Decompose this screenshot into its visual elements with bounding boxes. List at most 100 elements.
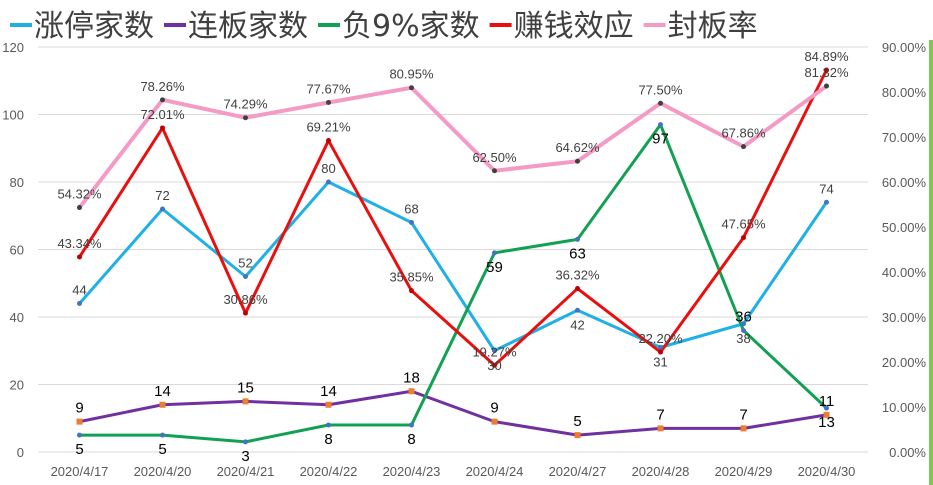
data-label: 84.89% xyxy=(804,49,849,64)
data-label: 44 xyxy=(72,283,86,298)
data-point xyxy=(658,122,663,128)
data-label: 74.29% xyxy=(223,97,268,112)
y-left-tick-label: 40 xyxy=(10,310,24,325)
data-label: 97 xyxy=(652,131,669,148)
data-point xyxy=(326,179,331,185)
data-point xyxy=(741,235,746,241)
window-edge xyxy=(929,40,933,485)
data-point xyxy=(575,286,580,292)
data-point xyxy=(408,388,415,395)
data-point xyxy=(658,344,663,350)
x-tick-label: 2020/4/28 xyxy=(632,464,690,479)
data-point xyxy=(160,432,165,438)
data-point xyxy=(76,418,83,425)
data-label: 54.32% xyxy=(57,187,102,202)
data-point xyxy=(326,422,331,428)
data-label: 78.26% xyxy=(140,79,185,94)
data-label: 14 xyxy=(320,383,337,400)
data-label: 72 xyxy=(155,188,169,203)
data-label: 22.20% xyxy=(638,331,683,346)
data-point xyxy=(409,288,414,294)
data-label: 38 xyxy=(736,331,750,346)
data-label: 30 xyxy=(487,358,501,373)
data-point xyxy=(741,144,746,150)
y-left-tick-label: 20 xyxy=(10,378,24,393)
y-right-tick-label: 0.00% xyxy=(889,445,926,460)
data-label: 8 xyxy=(324,431,332,448)
data-label: 7 xyxy=(739,406,747,423)
data-label: 18 xyxy=(403,369,420,386)
data-label: 5 xyxy=(158,441,166,458)
data-point xyxy=(741,321,746,327)
data-point xyxy=(409,220,414,225)
data-point xyxy=(824,67,829,73)
data-label: 13 xyxy=(818,414,835,431)
y-left-tick-label: 0 xyxy=(17,445,24,460)
data-point xyxy=(242,398,249,405)
y-right-tick-label: 60.00% xyxy=(882,175,927,190)
data-point xyxy=(575,236,580,242)
data-point xyxy=(243,439,248,445)
data-label: 31 xyxy=(653,354,667,369)
data-label: 80 xyxy=(321,161,335,176)
data-point xyxy=(492,348,497,354)
y-left-tick-label: 100 xyxy=(2,108,24,123)
data-point xyxy=(160,206,165,212)
data-label: 11 xyxy=(819,393,835,410)
data-label: 74 xyxy=(819,181,833,196)
data-label: 9 xyxy=(75,400,83,417)
data-point xyxy=(159,401,166,408)
data-point xyxy=(492,168,497,174)
data-point xyxy=(326,138,331,144)
data-label: 36.32% xyxy=(555,268,600,283)
data-point xyxy=(492,250,497,256)
data-label: 5 xyxy=(75,441,83,458)
data-label: 77.67% xyxy=(306,81,351,96)
series-line-1 xyxy=(79,389,827,437)
y-left-tick-label: 80 xyxy=(10,175,24,190)
data-label: 42 xyxy=(570,317,584,332)
legend-entry: 涨停家数 xyxy=(34,9,154,44)
data-point xyxy=(243,115,248,121)
data-point xyxy=(740,425,747,432)
data-point xyxy=(824,83,829,89)
data-point xyxy=(657,425,664,432)
data-point xyxy=(658,100,663,106)
data-label: 72.01% xyxy=(140,107,185,122)
data-point xyxy=(658,349,663,355)
data-label: 14 xyxy=(154,383,171,400)
y-right-tick-label: 40.00% xyxy=(882,265,927,280)
legend-entry: 赚钱效应 xyxy=(514,9,634,44)
data-point xyxy=(160,97,165,103)
data-label: 35.85% xyxy=(389,270,434,285)
data-label: 36 xyxy=(735,309,752,326)
y-right-tick-label: 70.00% xyxy=(882,130,927,145)
data-label: 77.50% xyxy=(638,82,683,97)
y-right-tick-label: 20.00% xyxy=(882,355,927,370)
x-tick-label: 2020/4/30 xyxy=(798,464,856,479)
data-label: 67.86% xyxy=(721,126,766,141)
x-tick-label: 2020/4/29 xyxy=(715,464,773,479)
data-point xyxy=(824,199,829,205)
y-left-tick-label: 120 xyxy=(2,40,24,55)
x-tick-label: 2020/4/21 xyxy=(217,464,275,479)
data-point xyxy=(823,411,830,418)
series-line-2 xyxy=(79,123,828,444)
data-label: 52 xyxy=(238,256,252,271)
y-right-tick-label: 50.00% xyxy=(882,220,927,235)
y-right-tick-label: 30.00% xyxy=(882,310,927,325)
series-line-0 xyxy=(78,180,828,353)
data-label: 63 xyxy=(569,245,586,262)
data-point xyxy=(824,405,829,411)
y-right-tick-label: 90.00% xyxy=(882,40,927,55)
x-tick-label: 2020/4/24 xyxy=(466,464,524,479)
x-tick-label: 2020/4/27 xyxy=(549,464,607,479)
data-point xyxy=(574,432,581,439)
data-label: 8 xyxy=(407,431,415,448)
data-point xyxy=(77,254,82,260)
series-line-4 xyxy=(77,84,828,209)
data-label: 81.32% xyxy=(804,65,849,80)
data-point xyxy=(77,301,82,306)
data-point xyxy=(243,274,248,279)
